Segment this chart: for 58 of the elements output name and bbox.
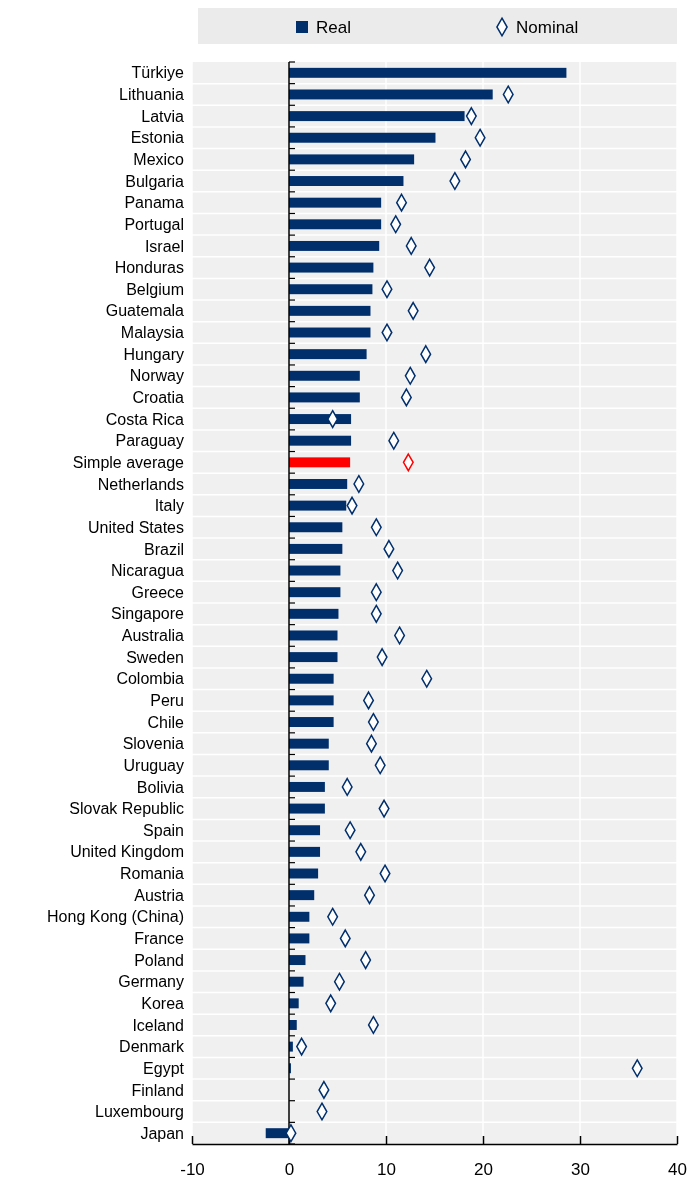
y-tick-label: Romania [119, 865, 185, 883]
y-tick-label: Norway [129, 367, 184, 385]
x-tick-label: 40 [668, 1160, 687, 1180]
y-tick-label: Chile [147, 713, 185, 731]
y-tick-label: Türkiye [131, 64, 185, 82]
y-tick-label: Sweden [126, 648, 184, 666]
y-tick-label: Brazil [143, 540, 184, 558]
y-tick-label: Greece [131, 583, 185, 601]
x-tick-label: 30 [571, 1160, 590, 1180]
y-tick-label: Panama [124, 194, 185, 212]
y-tick-label: Poland [134, 951, 184, 969]
y-tick-label: Paraguay [115, 432, 184, 450]
y-tick-label: Slovenia [122, 735, 185, 753]
y-tick-label: Peru [150, 691, 184, 709]
legend-label: Nominal [516, 17, 579, 37]
y-tick-label: Israel [144, 237, 184, 255]
x-tick-label: 10 [377, 1160, 396, 1180]
y-tick-label: Denmark [119, 1038, 185, 1056]
y-tick-label: Croatia [132, 389, 185, 407]
y-tick-label: Slovak Republic [69, 800, 184, 818]
y-tick-label: Belgium [126, 280, 184, 298]
y-tick-label: Korea [141, 994, 185, 1012]
y-tick-label: Estonia [130, 129, 185, 147]
y-tick-label: Colombia [116, 670, 185, 688]
x-tick-label: 0 [284, 1160, 295, 1180]
y-tick-label: Singapore [111, 605, 185, 623]
y-tick-label: Bulgaria [125, 172, 185, 190]
y-tick-label: United Kingdom [70, 843, 184, 861]
y-tick-label: Germany [118, 973, 184, 991]
y-tick-label: Spain [143, 821, 184, 839]
y-tick-label: Finland [131, 1081, 184, 1099]
y-tick-label: Latvia [141, 107, 185, 125]
y-tick-label: Hungary [123, 345, 184, 363]
y-tick-label: Bolivia [136, 778, 185, 796]
y-tick-label: Egypt [143, 1059, 185, 1077]
y-tick-label: Honduras [114, 259, 184, 277]
y-tick-label: Costa Rica [105, 410, 185, 428]
y-tick-label: Hong Kong (China) [47, 908, 184, 926]
y-tick-label: Portugal [124, 215, 184, 233]
y-tick-label: Nicaragua [111, 562, 185, 580]
y-tick-label: Iceland [132, 1016, 184, 1034]
x-tick-label: 20 [474, 1160, 493, 1180]
y-tick-label: United States [87, 518, 184, 536]
y-tick-label: Netherlands [97, 475, 184, 493]
y-tick-label: Luxembourg [95, 1103, 184, 1121]
legend-label: Real [316, 17, 351, 37]
y-tick-label: Guatemala [105, 302, 185, 320]
y-tick-label: Lithuania [119, 86, 185, 104]
y-tick-label: Malaysia [120, 324, 185, 342]
y-tick-label: Japan [140, 1124, 184, 1142]
y-tick-label: Uruguay [123, 756, 184, 774]
y-tick-label: Simple average [72, 453, 185, 471]
y-tick-label: Austria [134, 886, 185, 904]
x-tick-label: -10 [180, 1160, 205, 1180]
y-tick-label: Mexico [133, 150, 185, 168]
y-tick-label: Italy [154, 497, 184, 515]
y-tick-label: France [134, 930, 185, 948]
y-tick-label: Australia [121, 627, 185, 645]
